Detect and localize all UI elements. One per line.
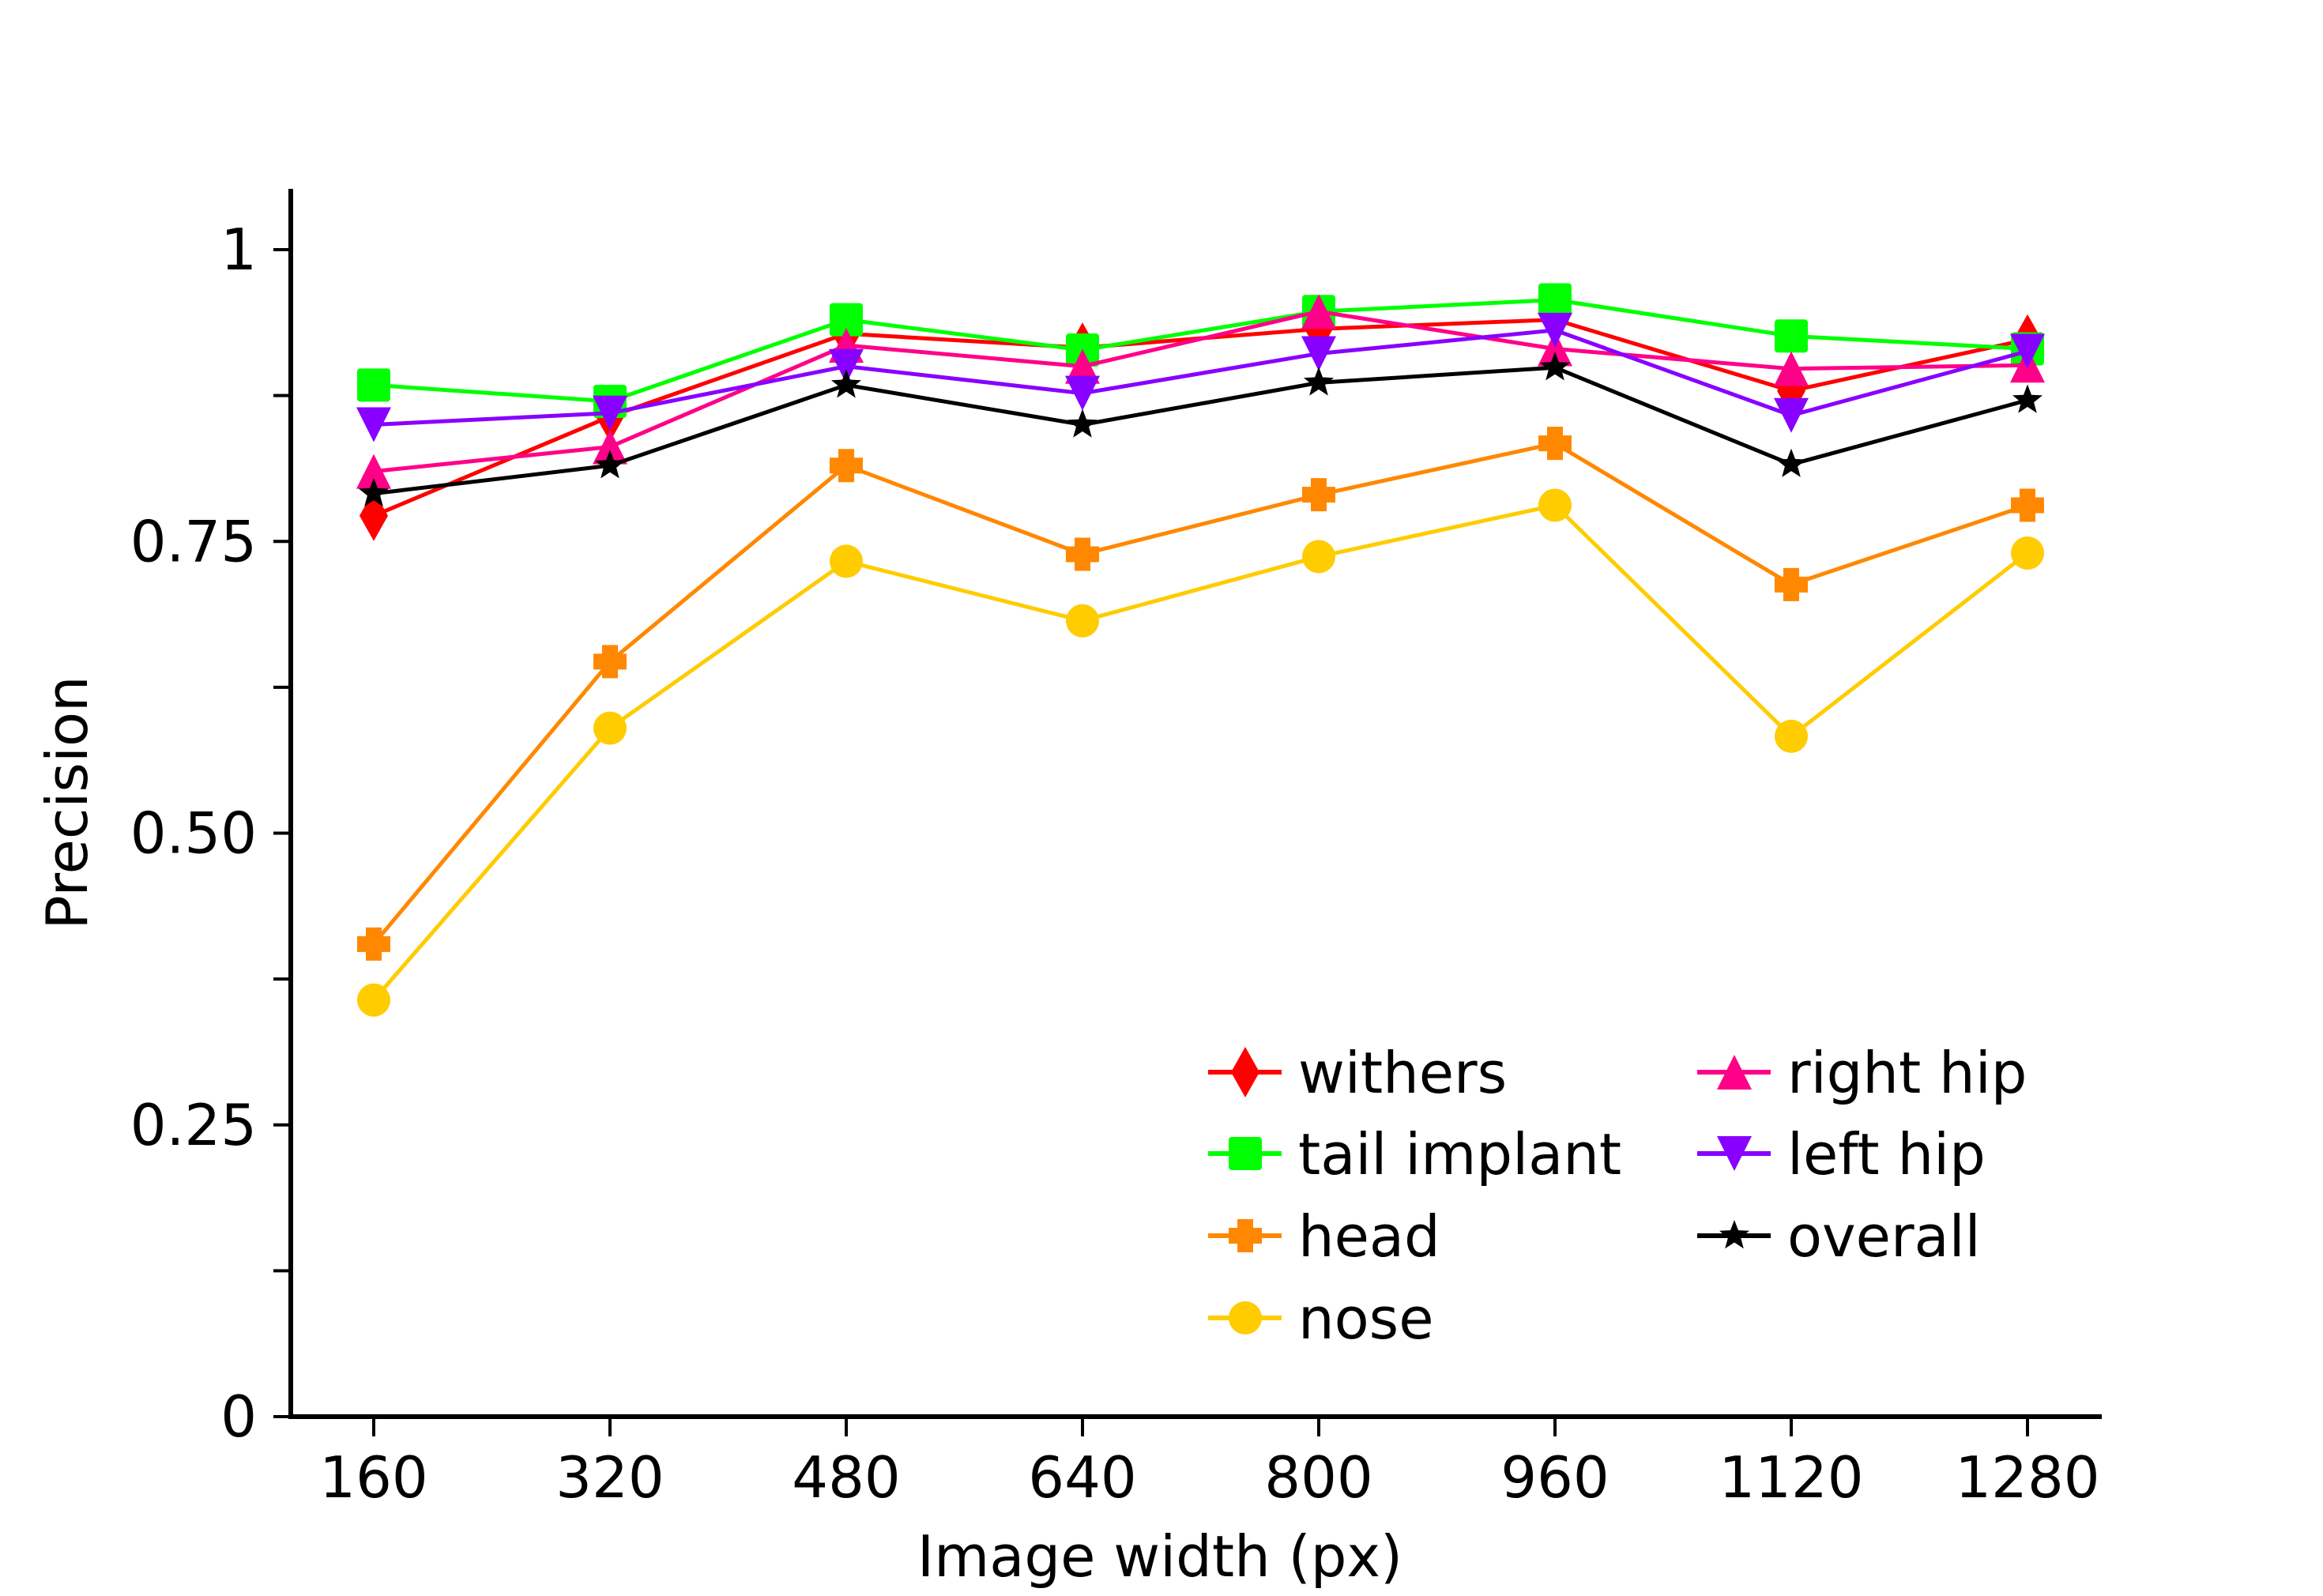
triangle-down-marker (829, 348, 864, 384)
x-tick-label: 640 (1028, 1444, 1136, 1511)
x-tick-label: 1120 (1719, 1444, 1863, 1511)
triangle-up-marker (356, 454, 391, 489)
star-marker (359, 477, 389, 506)
series-left-hip (356, 312, 2045, 442)
triangle-up-marker (1717, 1055, 1752, 1090)
plus-marker (830, 449, 863, 483)
x-tick-label: 480 (792, 1444, 900, 1511)
square-marker (1538, 283, 1572, 317)
series-nose (357, 488, 2044, 1017)
plus-marker (1538, 427, 1572, 461)
triangle-down-marker (2010, 333, 2045, 369)
star-marker (831, 369, 861, 398)
circle-marker (2011, 536, 2044, 570)
y-tick-label: 0.75 (130, 508, 257, 574)
square-marker (830, 303, 863, 337)
circle-marker (1302, 540, 1335, 574)
circle-marker (1538, 488, 1572, 522)
star-marker (2012, 384, 2043, 413)
circle-marker (593, 711, 627, 745)
triangle-up-marker (1301, 294, 1336, 329)
x-tick-label: 960 (1500, 1444, 1609, 1511)
legend-label: left hip (1787, 1121, 1986, 1188)
circle-marker (1229, 1301, 1262, 1334)
x-axis-ticks: 160 320 480 640 800 960 1120 1280 (319, 1419, 2100, 1511)
legend-label: withers (1298, 1040, 1507, 1106)
plus-marker (1229, 1219, 1262, 1252)
circle-marker (357, 983, 390, 1017)
y-axis-ticks: 0 0.25 0.50 0.75 1 (130, 216, 291, 1450)
y-tick-label: 0 (220, 1383, 257, 1450)
circle-marker (1775, 719, 1808, 753)
legend-item-right-hip: right hip (1697, 1040, 2027, 1106)
legend-label: head (1298, 1203, 1440, 1270)
triangle-down-marker (1538, 312, 1572, 348)
triangle-up-marker (1538, 331, 1572, 367)
series-tail-implant (357, 283, 2044, 419)
legend-label: right hip (1787, 1040, 2027, 1106)
plus-marker (593, 645, 627, 679)
series-head (357, 427, 2044, 961)
triangle-up-marker (1774, 351, 1809, 386)
legend: withers tail implant head nose right hip left… (1208, 1040, 2027, 1352)
x-tick-label: 160 (319, 1444, 427, 1511)
axes: 0 0.25 0.50 0.75 1 160 320 480 640 800 960 1120 128… (34, 189, 2102, 1590)
square-marker (1775, 319, 1808, 353)
legend-item-head: head (1208, 1203, 1440, 1270)
series-line (373, 309, 2028, 474)
x-tick-label: 1280 (1955, 1444, 2099, 1511)
legend-item-overall: overall (1697, 1203, 1981, 1270)
triangle-down-marker (1717, 1136, 1752, 1171)
series-line (373, 365, 2028, 496)
star-marker (595, 450, 625, 479)
triangle-down-marker (356, 407, 391, 442)
x-tick-label: 800 (1264, 1444, 1372, 1511)
star-marker (1304, 367, 1334, 396)
legend-label: overall (1787, 1203, 1981, 1270)
series-line (372, 441, 2028, 946)
triangle-down-marker (1774, 397, 1809, 433)
series-line (372, 503, 2029, 1002)
circle-marker (1066, 604, 1099, 638)
legend-label: tail implant (1298, 1121, 1621, 1188)
diamond-marker (1231, 1047, 1259, 1097)
triangle-down-marker (1301, 336, 1336, 371)
triangle-down-marker (593, 395, 627, 431)
square-marker (1229, 1137, 1262, 1170)
y-tick-label: 1 (220, 216, 257, 283)
star-marker (1719, 1220, 1749, 1249)
y-tick-label: 0.50 (130, 800, 257, 867)
x-axis-title: Image width (px) (917, 1523, 1402, 1590)
series-overall (359, 352, 2043, 506)
square-marker (357, 368, 390, 402)
legend-item-withers: withers (1208, 1040, 1507, 1106)
plus-marker (357, 927, 390, 961)
plus-marker (1775, 567, 1808, 601)
star-marker (1540, 352, 1570, 381)
legend-item-tail-implant: tail implant (1208, 1121, 1621, 1188)
star-marker (1776, 448, 1806, 477)
y-tick-label: 0.25 (130, 1092, 257, 1158)
legend-label: nose (1298, 1285, 1434, 1352)
plot-series-group (356, 283, 2045, 1017)
y-axis-title: Precision (34, 676, 100, 929)
legend-item-left-hip: left hip (1697, 1121, 1986, 1188)
plus-marker (1066, 537, 1099, 571)
triangle-up-marker (593, 429, 627, 465)
x-tick-label: 320 (555, 1444, 664, 1511)
circle-marker (830, 544, 863, 578)
star-marker (1067, 408, 1097, 438)
legend-item-nose: nose (1208, 1285, 1434, 1352)
triangle-up-marker (1065, 348, 1100, 384)
series-line (373, 328, 2028, 427)
plus-marker (2011, 488, 2044, 522)
triangle-down-marker (1065, 375, 1100, 411)
plus-marker (1302, 478, 1335, 512)
series-line (373, 297, 2028, 404)
